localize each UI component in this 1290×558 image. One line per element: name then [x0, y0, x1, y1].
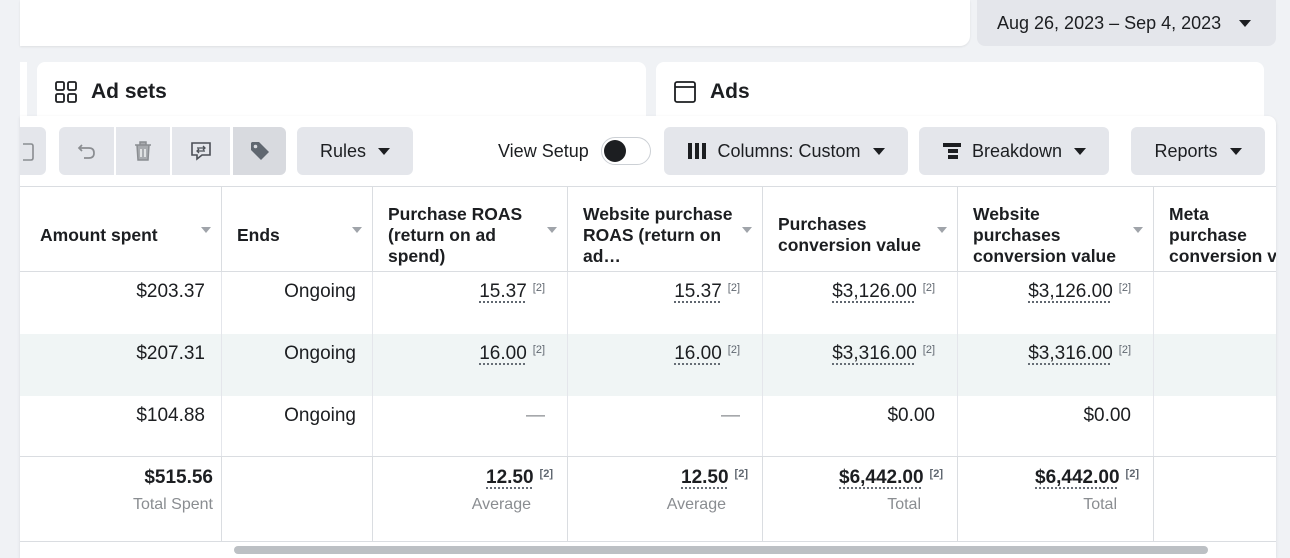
sort-icon — [937, 227, 947, 233]
web-conv-value-cell: $0.00 — [958, 396, 1154, 458]
column-header-website-purchase-roas[interactable]: Website purchase ROAS (return on ad… — [568, 187, 763, 272]
total-amount-spent: $515.56 Total Spent — [20, 457, 222, 541]
duplicate-button[interactable] — [20, 127, 46, 175]
ab-test-button[interactable] — [172, 127, 230, 175]
total-ends — [222, 457, 373, 541]
date-range-picker[interactable]: Aug 26, 2023 – Sep 4, 2023 — [977, 0, 1276, 46]
conv-value-cell: $3,126.00 [2] — [763, 272, 958, 334]
tab-label: Ads — [710, 80, 750, 103]
column-header-purchases-conversion-value[interactable]: Purchases conversion value — [763, 187, 958, 272]
tab-ads[interactable]: Ads — [656, 62, 1264, 122]
trash-icon — [135, 141, 151, 161]
columns-dropdown[interactable]: Columns: Custom — [664, 127, 908, 175]
chevron-down-icon — [872, 147, 885, 155]
web-conv-value-cell: $3,126.00 [2] — [958, 272, 1154, 334]
conv-value-cell: $3,316.00 [2] — [763, 334, 958, 396]
ads-table-panel: Rules View Setup Columns: Custom Breakdo… — [20, 116, 1276, 558]
reports-label: Reports — [1154, 140, 1218, 161]
reports-dropdown[interactable]: Reports — [1131, 127, 1265, 175]
view-setup: View Setup — [498, 127, 651, 175]
sort-icon — [742, 227, 752, 233]
tag-button[interactable] — [233, 127, 286, 175]
web-conv-value-cell: $3,316.00 [2] — [958, 334, 1154, 396]
duplicate-icon — [23, 143, 34, 161]
grid-icon — [53, 79, 79, 105]
chevron-down-icon — [1239, 19, 1252, 27]
table-row[interactable]: $203.37 Ongoing 15.37 [2] 15.37 [2] $3,126… — [20, 272, 1276, 334]
amount-spent-cell: $203.37 — [20, 272, 222, 334]
table-row[interactable]: $104.88 Ongoing — — $0.00 $0.00 — [20, 396, 1276, 458]
total-web-conv-value: $6,442.00 [2] Total — [958, 457, 1154, 541]
table-totals-row: $515.56 Total Spent 12.50 [2] Average 12.… — [20, 456, 1276, 542]
conv-value-cell: $0.00 — [763, 396, 958, 458]
toggle-knob — [603, 140, 626, 162]
roas-cell: 15.37 [2] — [373, 272, 568, 334]
breakdown-label: Breakdown — [971, 140, 1063, 161]
ad-frame-icon — [672, 79, 698, 105]
undo-button[interactable] — [59, 127, 114, 175]
view-setup-toggle[interactable] — [600, 137, 651, 165]
sort-icon — [1133, 227, 1143, 233]
column-header-meta-purchase-conversion-value[interactable]: Meta purchase conversion v — [1169, 203, 1276, 266]
horizontal-scrollbar[interactable] — [234, 546, 1208, 554]
ends-cell: Ongoing — [222, 334, 373, 396]
chevron-down-icon — [1074, 147, 1087, 155]
columns-label: Columns: Custom — [717, 140, 861, 161]
view-setup-label: View Setup — [498, 140, 589, 161]
tab-label: Ad sets — [91, 80, 167, 103]
total-meta-conv — [1154, 457, 1276, 541]
chevron-down-icon — [1229, 147, 1242, 155]
ends-cell: Ongoing — [222, 396, 373, 458]
date-range-label: Aug 26, 2023 – Sep 4, 2023 — [997, 12, 1222, 33]
breakdown-dropdown[interactable]: Breakdown — [919, 127, 1109, 175]
table-row[interactable]: $207.31 Ongoing 16.00 [2] 16.00 [2] $3,316… — [20, 334, 1276, 396]
sort-icon — [201, 227, 211, 233]
column-header-purchase-roas[interactable]: Purchase ROAS (return on ad spend) — [373, 187, 568, 272]
total-conv-value: $6,442.00 [2] Total — [763, 457, 958, 541]
meta-conv-cell — [1154, 396, 1276, 458]
tab-ad-sets[interactable]: Ad sets — [37, 62, 646, 122]
rules-label: Rules — [319, 140, 367, 161]
roas-cell: 16.00 [2] — [373, 334, 568, 396]
total-roas: 12.50 [2] Average — [373, 457, 568, 541]
amount-spent-cell: $207.31 — [20, 334, 222, 396]
campaigns-tab-edge[interactable] — [20, 62, 27, 122]
sort-icon — [352, 227, 362, 233]
column-header-amount-spent[interactable]: Amount spent — [20, 187, 222, 272]
tag-icon — [250, 142, 269, 160]
meta-conv-cell — [1154, 272, 1276, 334]
table-header-row: Amount spent Ends Purchase ROAS (return … — [20, 186, 1276, 272]
meta-conv-cell — [1154, 334, 1276, 396]
delete-button[interactable] — [116, 127, 170, 175]
ab-test-icon — [191, 142, 211, 161]
breakdown-icon — [942, 143, 961, 159]
total-web-roas: 12.50 [2] Average — [568, 457, 763, 541]
web-roas-cell: 15.37 [2] — [568, 272, 763, 334]
amount-spent-cell: $104.88 — [20, 396, 222, 458]
web-roas-cell: — — [568, 396, 763, 458]
table-toolbar: Rules View Setup Columns: Custom Breakdo… — [20, 116, 1276, 186]
ends-cell: Ongoing — [222, 272, 373, 334]
web-roas-cell: 16.00 [2] — [568, 334, 763, 396]
column-header-website-purchases-conversion-value[interactable]: Website purchases conversion value — [958, 187, 1154, 272]
roas-cell: — — [373, 396, 568, 458]
chevron-down-icon — [378, 147, 391, 155]
undo-icon — [77, 144, 95, 159]
columns-icon — [688, 143, 707, 159]
search-bar-area — [20, 0, 970, 46]
column-header-ends[interactable]: Ends — [222, 187, 373, 272]
sort-icon — [547, 227, 557, 233]
rules-dropdown[interactable]: Rules — [297, 127, 413, 175]
